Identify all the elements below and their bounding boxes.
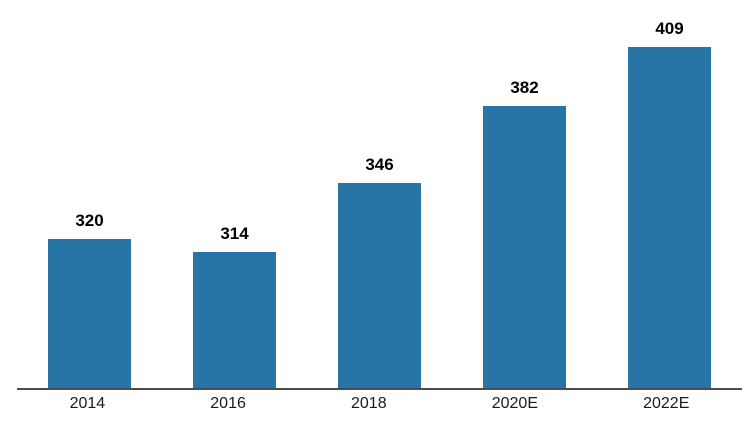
bar-column: 409 — [628, 19, 711, 388]
x-axis-tick-labels: 2014 2016 2018 2020E 2022E — [17, 394, 742, 414]
x-tick-label: 2016 — [210, 395, 246, 412]
bar-value-label: 382 — [510, 78, 539, 97]
bar — [338, 183, 421, 388]
x-tick-label: 2014 — [69, 395, 106, 412]
bar-value-label: 320 — [75, 211, 104, 230]
bar-column: 346 — [338, 155, 421, 388]
bar-value-label: 314 — [220, 224, 249, 243]
bar — [48, 239, 131, 388]
bar — [628, 47, 711, 388]
bar — [483, 106, 566, 388]
bar-column: 314 — [193, 224, 276, 388]
x-tick-label: 2018 — [351, 395, 387, 412]
bar-value-label: 409 — [655, 19, 684, 38]
x-tick-label: 2020E — [491, 395, 538, 412]
bar-column: 382 — [483, 78, 566, 388]
bar-column: 320 — [48, 211, 131, 388]
plot-area: 320 314 346 382 409 — [17, 2, 742, 390]
bars-container: 320 314 346 382 409 — [17, 2, 742, 388]
x-tick-label: 2022E — [643, 395, 690, 412]
bar — [193, 252, 276, 388]
bar-value-label: 346 — [365, 155, 394, 174]
